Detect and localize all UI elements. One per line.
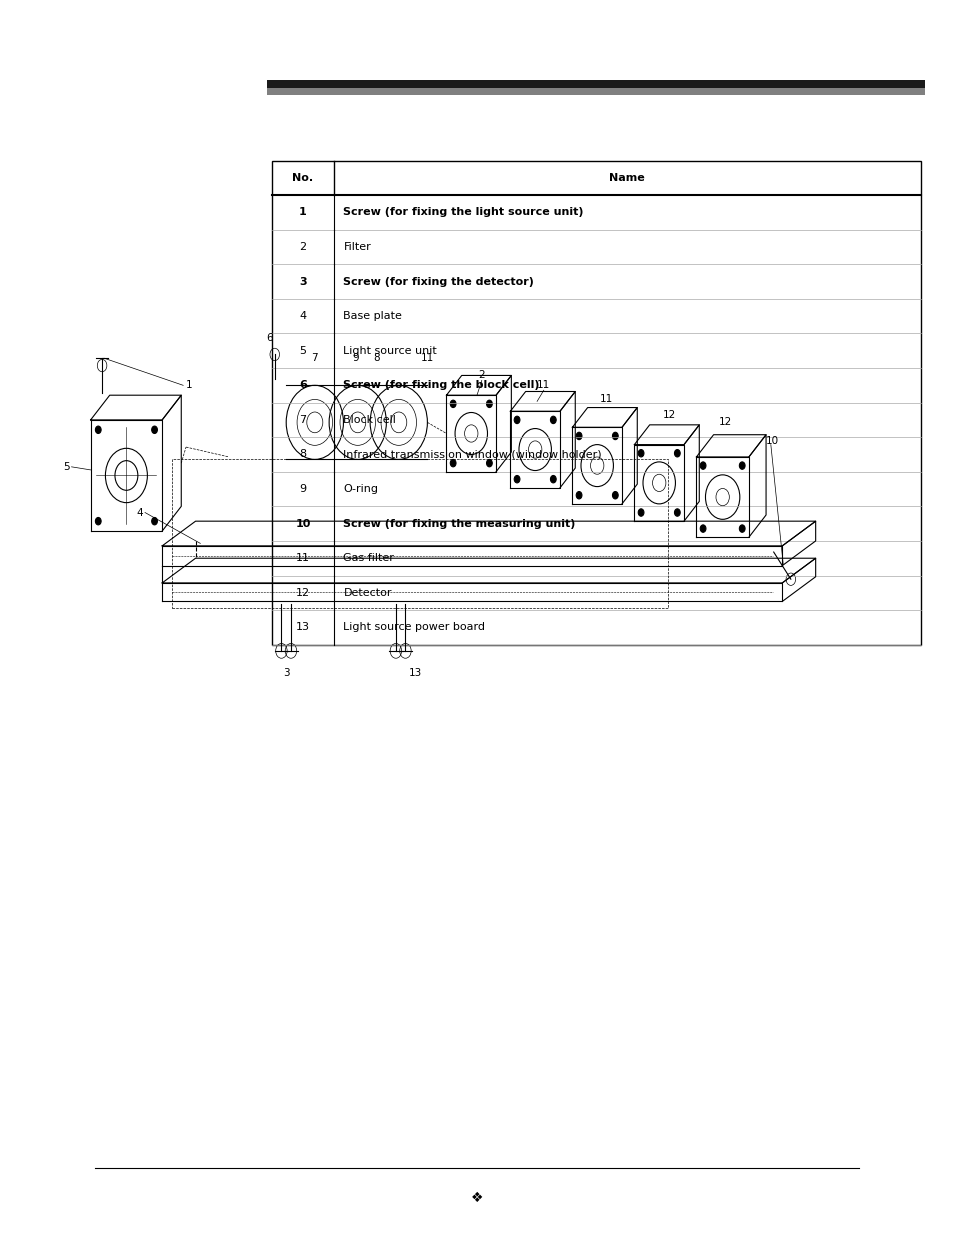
Text: 10: 10 — [294, 519, 311, 529]
Text: No.: No. — [292, 173, 314, 183]
Text: 12: 12 — [718, 417, 731, 427]
Bar — [272, 161, 920, 645]
Circle shape — [739, 462, 744, 469]
Text: 2: 2 — [478, 370, 484, 380]
Text: Screw (for fixing the light source unit): Screw (for fixing the light source unit) — [343, 207, 583, 217]
Circle shape — [739, 525, 744, 532]
Circle shape — [514, 475, 519, 483]
Circle shape — [576, 432, 581, 440]
Circle shape — [95, 517, 101, 525]
Text: 4: 4 — [299, 311, 306, 321]
Text: 10: 10 — [765, 436, 779, 446]
Text: Infrared transmission window (window holder): Infrared transmission window (window hol… — [343, 450, 601, 459]
Text: Light source unit: Light source unit — [343, 346, 436, 356]
Text: 8: 8 — [374, 353, 379, 363]
Text: 4: 4 — [136, 508, 143, 517]
Bar — [267, 89, 924, 95]
Circle shape — [450, 400, 456, 408]
Text: Screw (for fixing the measuring unit): Screw (for fixing the measuring unit) — [343, 519, 576, 529]
Text: Light source power board: Light source power board — [343, 622, 485, 632]
Circle shape — [700, 525, 705, 532]
Text: 7: 7 — [299, 415, 306, 425]
Text: 6: 6 — [267, 333, 273, 343]
Circle shape — [486, 400, 492, 408]
Text: Screw (for fixing the block cell): Screw (for fixing the block cell) — [343, 380, 539, 390]
Text: 5: 5 — [63, 462, 70, 472]
Text: 11: 11 — [295, 553, 310, 563]
Text: 1: 1 — [298, 207, 307, 217]
Text: 12: 12 — [662, 410, 676, 420]
Text: ❖: ❖ — [470, 1191, 483, 1205]
Circle shape — [700, 462, 705, 469]
Text: 3: 3 — [283, 668, 289, 678]
Text: O-ring: O-ring — [343, 484, 378, 494]
Circle shape — [152, 517, 157, 525]
Text: Name: Name — [609, 173, 644, 183]
Circle shape — [95, 426, 101, 433]
Text: 11: 11 — [537, 380, 550, 390]
Circle shape — [674, 509, 679, 516]
Text: Filter: Filter — [343, 242, 371, 252]
Bar — [267, 80, 924, 89]
Text: Screw (for fixing the detector): Screw (for fixing the detector) — [343, 277, 534, 287]
Circle shape — [486, 459, 492, 467]
Text: 1: 1 — [186, 380, 193, 390]
Circle shape — [638, 450, 643, 457]
Text: 9: 9 — [353, 353, 358, 363]
Circle shape — [674, 450, 679, 457]
Text: 13: 13 — [408, 668, 421, 678]
Text: 2: 2 — [299, 242, 306, 252]
Text: Block cell: Block cell — [343, 415, 395, 425]
Circle shape — [612, 432, 618, 440]
Text: 12: 12 — [295, 588, 310, 598]
Text: 6: 6 — [298, 380, 307, 390]
Text: Gas filter: Gas filter — [343, 553, 394, 563]
Text: 11: 11 — [420, 353, 434, 363]
Text: Base plate: Base plate — [343, 311, 402, 321]
Circle shape — [514, 416, 519, 424]
Circle shape — [550, 416, 556, 424]
Circle shape — [152, 426, 157, 433]
Text: 5: 5 — [299, 346, 306, 356]
Text: 13: 13 — [295, 622, 310, 632]
Circle shape — [638, 509, 643, 516]
Circle shape — [450, 459, 456, 467]
Circle shape — [576, 492, 581, 499]
Text: 11: 11 — [599, 394, 613, 404]
Text: 9: 9 — [299, 484, 306, 494]
Circle shape — [550, 475, 556, 483]
Text: 8: 8 — [299, 450, 306, 459]
Text: 7: 7 — [312, 353, 317, 363]
Circle shape — [612, 492, 618, 499]
Text: Detector: Detector — [343, 588, 392, 598]
Text: 3: 3 — [299, 277, 306, 287]
